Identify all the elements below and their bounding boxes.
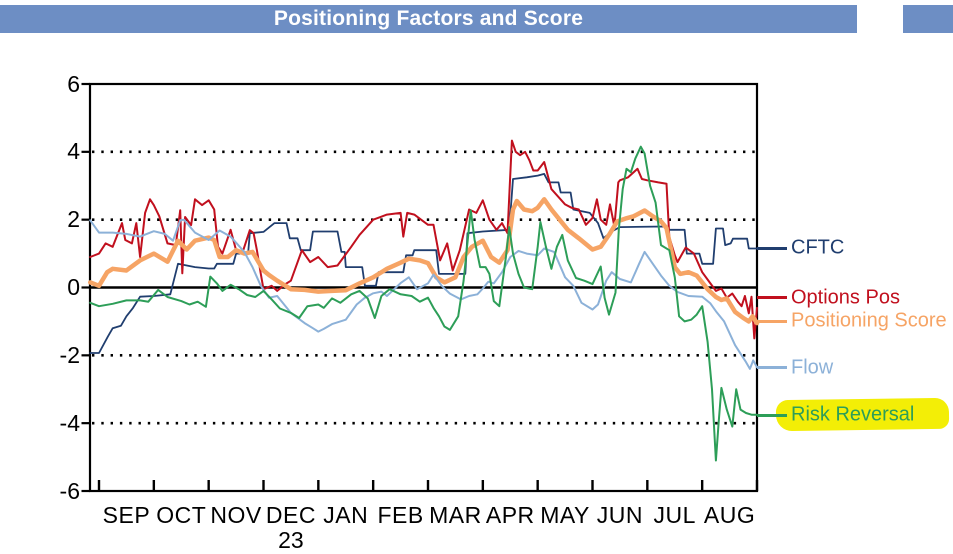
x-axis-label-jul: JUL <box>653 502 696 528</box>
series-line-flow <box>89 218 758 370</box>
x-axis-label-nov: NOV <box>210 502 262 528</box>
x-axis-label-jun: JUN <box>596 502 644 528</box>
y-axis-label--2: -2 <box>59 341 80 368</box>
x-axis-label-oct: OCT <box>156 502 207 528</box>
y-axis-label-2: 2 <box>67 206 80 233</box>
x-axis-label-feb: FEB <box>377 502 424 528</box>
legend-label-risk-reversal: Risk Reversal <box>791 403 915 426</box>
series-line-cftc <box>89 172 758 354</box>
x-axis-label-sep: SEP <box>102 502 151 528</box>
series-line-positioning-score <box>87 197 760 326</box>
legend-swatch-flow <box>757 366 787 370</box>
x-axis-label-jan: JAN <box>323 502 369 528</box>
legend-swatch-risk-reversal <box>757 413 787 417</box>
series-line-options-pos <box>89 139 758 340</box>
x-axis-year-label: 23 <box>278 527 304 553</box>
chart-title: Positioning Factors and Score <box>273 7 584 30</box>
legend-label-flow: Flow <box>791 356 834 379</box>
legend-label-positioning-score: Positioning Score <box>791 309 947 332</box>
series-line-risk-reversal <box>89 145 758 462</box>
title-bar-fragment <box>903 5 953 33</box>
legend-swatch-cftc <box>757 246 787 250</box>
chart-title-bar: Positioning Factors and Score <box>0 5 857 33</box>
x-axis-label-may: MAY <box>540 502 590 528</box>
y-axis-label--6: -6 <box>59 477 80 504</box>
legend-swatch-options-pos <box>757 296 787 300</box>
legend-swatch-positioning-score <box>757 319 787 323</box>
legend-label-options-pos: Options Pos <box>791 286 900 309</box>
legend-label-cftc: CFTC <box>791 236 845 259</box>
x-axis-label-aug: AUG <box>703 502 756 528</box>
y-axis-label-6: 6 <box>67 70 80 97</box>
y-axis-label--4: -4 <box>59 409 80 436</box>
x-axis-label-apr: APR <box>485 502 535 528</box>
x-axis-label-dec: DEC <box>265 502 316 528</box>
x-axis-label-mar: MAR <box>429 502 482 528</box>
y-axis-label-4: 4 <box>67 138 80 165</box>
y-axis-label-0: 0 <box>67 274 80 300</box>
